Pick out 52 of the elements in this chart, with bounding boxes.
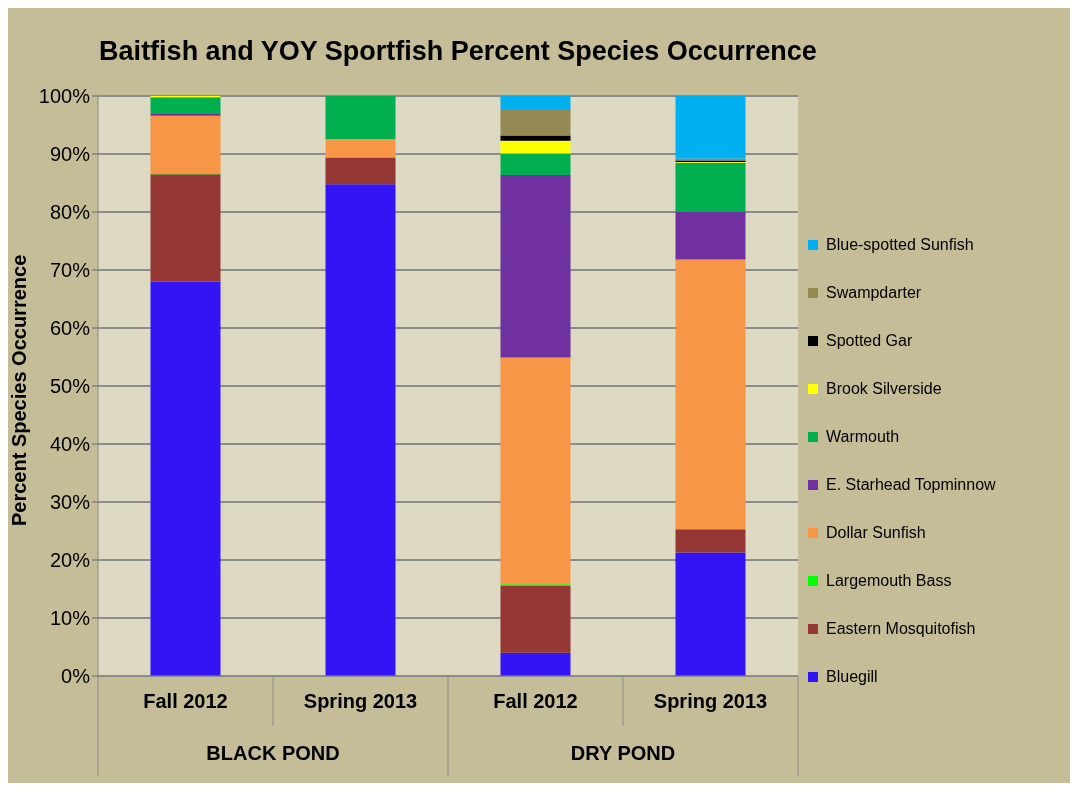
bar — [325, 184, 396, 676]
bar — [675, 529, 746, 553]
bar — [325, 138, 396, 158]
y-tick-label: 0% — [61, 665, 91, 688]
legend-label: Swampdarter — [826, 284, 922, 302]
text: BLACK POND — [206, 742, 340, 764]
legend-label: Bluegill — [826, 668, 878, 686]
y-axis-title: Percent Species Occurrence — [8, 254, 31, 526]
bar — [500, 140, 571, 154]
y-tick-label: 60% — [49, 317, 91, 340]
x-tick-label: Fall 2012 — [143, 690, 228, 712]
x-tick-label: Spring 2013 — [303, 690, 418, 712]
y-tick-label: 40% — [49, 433, 91, 456]
legend-label: Brook Silverside — [826, 380, 942, 398]
bar — [500, 109, 571, 136]
x-tick-label: Spring 2013 — [653, 690, 768, 712]
legend-label: Dollar Sunfish — [826, 524, 926, 542]
x-tick-label: Fall 2012 — [493, 690, 578, 712]
legend-label: Eastern Mosquitofish — [826, 620, 976, 638]
bar — [150, 174, 221, 282]
bar — [150, 281, 221, 676]
legend-label: Warmouth — [826, 428, 900, 446]
y-tick-label: 100% — [38, 85, 91, 108]
y-tick-label: 50% — [49, 375, 91, 398]
y-tick-label: 20% — [49, 549, 91, 572]
bar — [675, 552, 746, 676]
bar — [150, 97, 221, 114]
bar — [675, 259, 746, 530]
bar — [675, 211, 746, 260]
text: DRY POND — [570, 742, 676, 764]
bar — [150, 115, 221, 174]
bar — [500, 586, 571, 653]
bar — [325, 96, 396, 139]
bar — [500, 174, 571, 358]
legend-label: Largemouth Bass — [826, 572, 952, 590]
bar — [675, 162, 746, 212]
legend-label: Spotted Gar — [826, 332, 913, 350]
bar — [500, 135, 571, 141]
y-tick-label: 30% — [49, 491, 91, 514]
y-tick-label: 70% — [49, 259, 91, 282]
bar — [500, 357, 571, 585]
legend-label: Blue-spotted Sunfish — [826, 236, 974, 254]
bar — [500, 652, 571, 676]
bar — [500, 153, 571, 175]
y-tick-label: 10% — [49, 607, 91, 630]
chart-title: Baitfish and YOY Sportfish Percent Species Occurrence — [98, 35, 818, 68]
bar — [500, 96, 571, 110]
bar — [325, 157, 396, 185]
y-tick-label: 90% — [49, 143, 91, 166]
y-tick-label: 80% — [49, 201, 91, 224]
bar — [675, 96, 746, 159]
legend-label: E. Starhead Topminnow — [826, 476, 996, 494]
